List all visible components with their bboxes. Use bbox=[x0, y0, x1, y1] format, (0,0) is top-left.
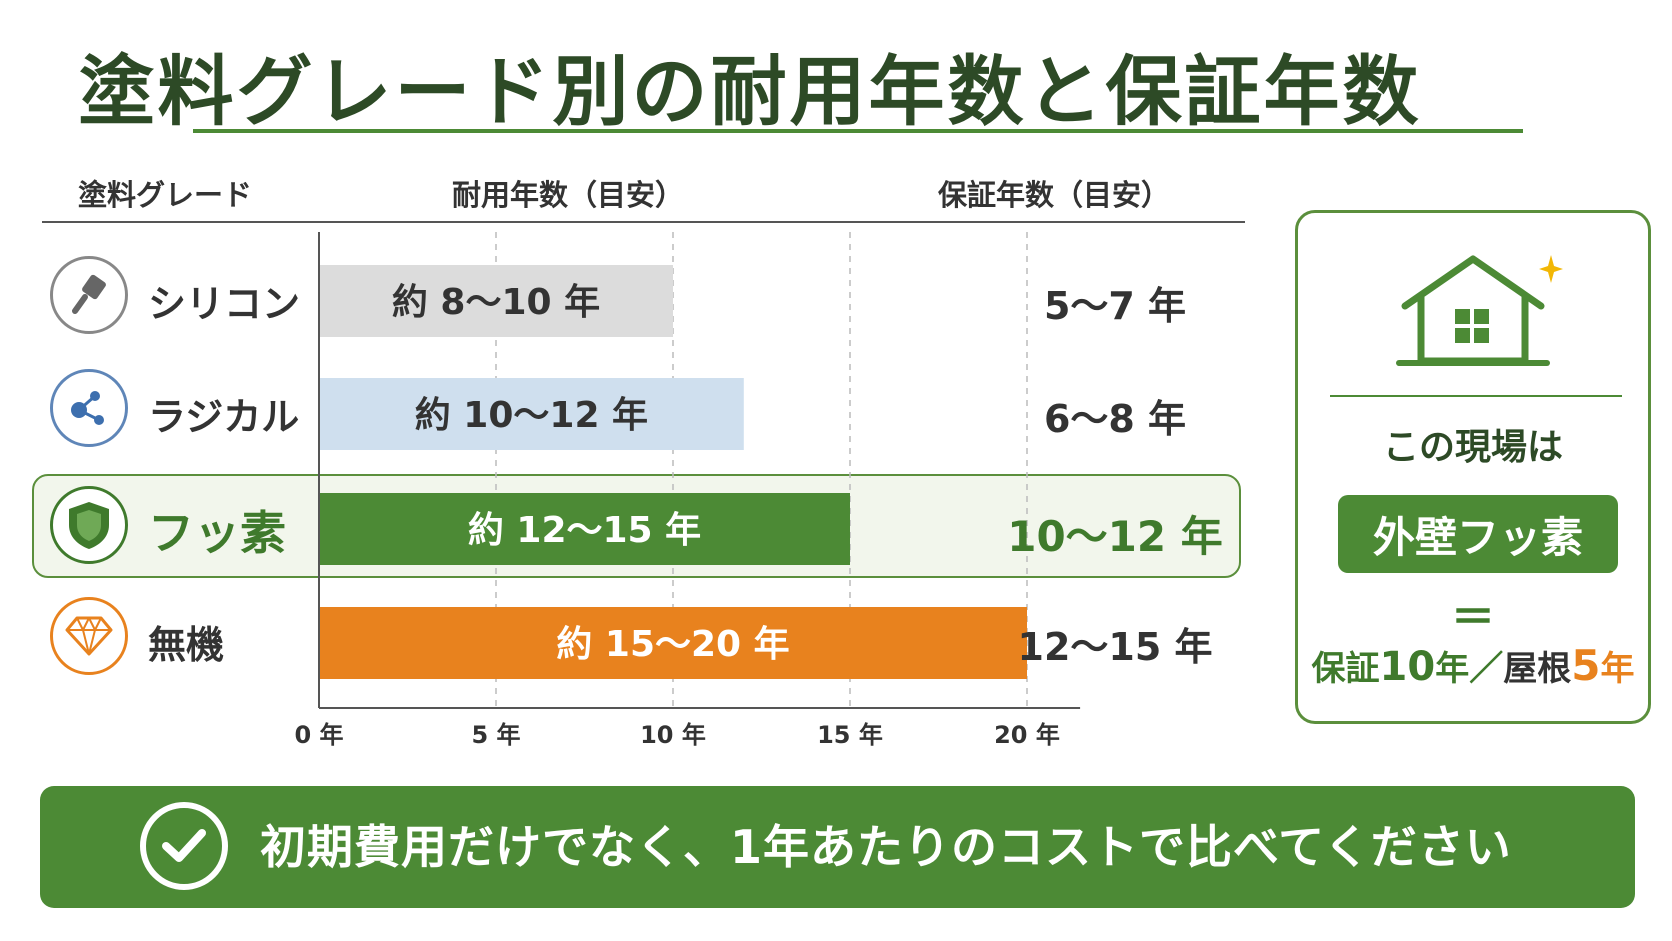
header-warranty: 保証年数（目安） bbox=[938, 178, 1171, 212]
site-info-panel: この現場は 外壁フッ素 ＝ 保証10年／屋根5年 bbox=[1295, 210, 1651, 724]
x-tick-label-0: 0 年 bbox=[294, 721, 343, 749]
diamond-icon bbox=[50, 597, 128, 675]
panel-warranty-summary: 保証10年／屋根5年 bbox=[1298, 641, 1648, 690]
bottom-banner: 初期費用だけでなく、1年あたりのコストで比べてください bbox=[40, 786, 1635, 908]
bar-label-0: 約 8～10 年 bbox=[392, 282, 600, 323]
summary-warranty-years: 10 bbox=[1379, 644, 1436, 690]
grade-label-silicone: シリコン bbox=[148, 282, 301, 326]
bar-2 bbox=[319, 493, 850, 565]
shield-icon bbox=[50, 486, 128, 564]
bar-1 bbox=[319, 378, 744, 450]
warranty-inorganic: 12～15 年 bbox=[1017, 625, 1213, 669]
x-tick-label-20: 20 年 bbox=[994, 721, 1060, 749]
x-tick-label-5: 5 年 bbox=[471, 721, 520, 749]
warranty-fluorine: 10～12 年 bbox=[1007, 512, 1223, 561]
brush-icon bbox=[50, 256, 128, 334]
x-tick-label-15: 15 年 bbox=[817, 721, 883, 749]
house-icon bbox=[1396, 255, 1563, 366]
header-durability: 耐用年数（目安） bbox=[452, 178, 685, 212]
summary-roof-years: 5 bbox=[1571, 641, 1601, 690]
panel-pill: 外壁フッ素 bbox=[1338, 495, 1618, 573]
summary-warranty-unit: 年／ bbox=[1435, 649, 1504, 689]
panel-equals: ＝ bbox=[1451, 592, 1495, 643]
warranty-silicone: 5～7 年 bbox=[1043, 284, 1187, 328]
banner-message: 初期費用だけでなく、1年あたりのコストで比べてください bbox=[260, 820, 1512, 874]
warranty-radical: 6～8 年 bbox=[1043, 397, 1187, 441]
bar-label-3: 約 15～20 年 bbox=[556, 624, 789, 665]
header-divider bbox=[42, 221, 1245, 223]
bar-label-2: 約 12～15 年 bbox=[468, 510, 701, 551]
summary-warranty-label: 保証 bbox=[1311, 649, 1380, 689]
summary-roof-unit: 年 bbox=[1600, 649, 1635, 689]
summary-roof-label: 屋根 bbox=[1503, 649, 1572, 689]
check-circle-icon bbox=[140, 802, 228, 890]
grade-label-radical: ラジカル bbox=[148, 395, 300, 439]
x-tick-label-10: 10 年 bbox=[640, 721, 706, 749]
bar-0 bbox=[319, 265, 673, 337]
grade-label-inorganic: 無機 bbox=[148, 623, 225, 667]
title-underline bbox=[193, 129, 1523, 133]
grade-label-fluorine: フッ素 bbox=[148, 506, 286, 560]
panel-caption: この現場は bbox=[1382, 427, 1563, 468]
molecule-icon bbox=[50, 369, 128, 447]
panel-divider bbox=[1330, 395, 1622, 397]
page-title: 塗料グレード別の耐用年数と保証年数 bbox=[78, 47, 1422, 136]
bar-label-1: 約 10～12 年 bbox=[415, 395, 648, 436]
durability-chart: 約 8～10 年約 10～12 年約 12～15 年約 15～20 年 0 年 5 … bbox=[294, 232, 1081, 749]
bar-3 bbox=[319, 607, 1027, 679]
header-grade: 塗料グレード bbox=[78, 178, 253, 212]
